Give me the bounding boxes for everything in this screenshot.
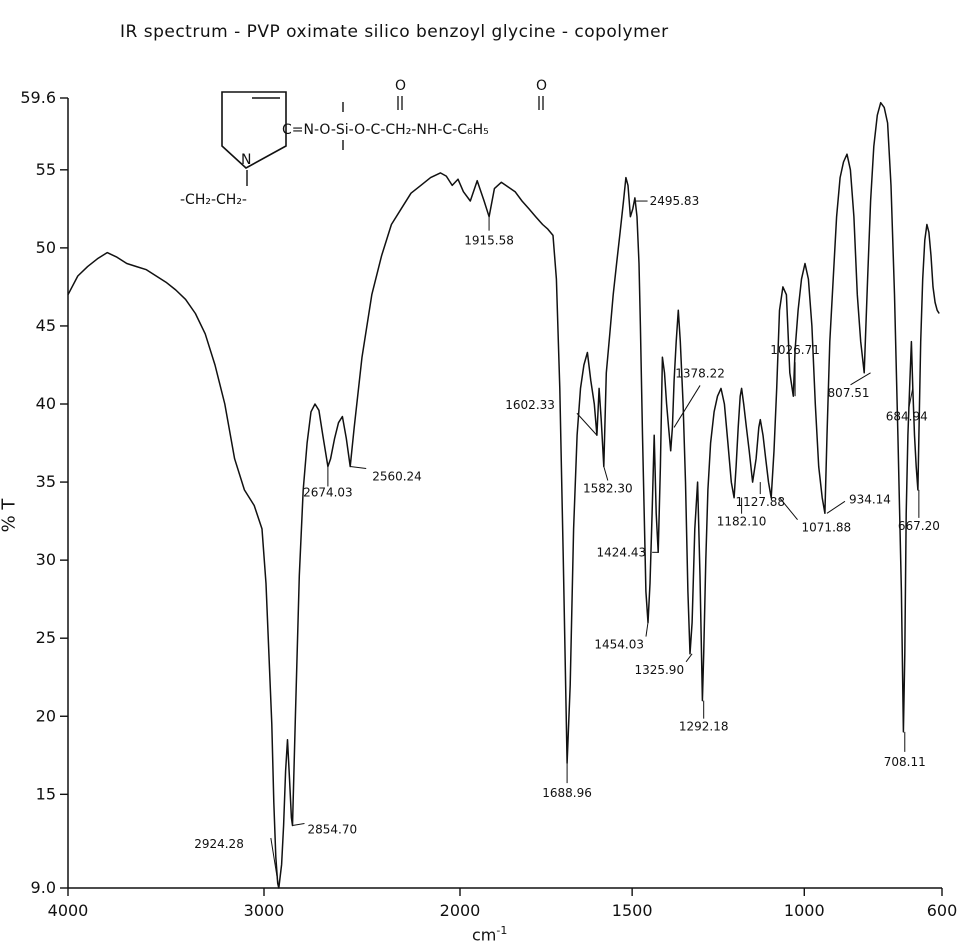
x-tick-label-5: 600 — [927, 901, 958, 920]
carbonyl-oxygen-1: O — [395, 78, 406, 94]
y-tick-label-7: 45 — [36, 316, 56, 335]
y-tick-label-0: 9.0 — [31, 878, 56, 897]
peak-leader-12 — [685, 653, 693, 663]
peak-leader-6 — [576, 412, 598, 436]
x-axis-label-exponent: -1 — [496, 924, 508, 937]
peak-label-20: 684.94 — [886, 409, 928, 423]
pyrrolidone-ring — [221, 91, 287, 169]
axis-ticks: 4000 3000 2000 1500 1000 600 9.0 15 20 25 30 35 40 45… — [20, 88, 957, 920]
chemical-structure: C=N-O-Si-O-C-CH₂-NH-C-C₆H₅ N -CH₂-CH₂- O… — [180, 78, 547, 208]
peak-label-2: 2674.03 — [303, 485, 353, 499]
peak-leader-20 — [908, 388, 914, 409]
y-tick-label-10: 59.6 — [20, 88, 56, 107]
peak-leader-18 — [826, 500, 846, 514]
peak-label-14: 1182.10 — [717, 515, 767, 529]
peak-label-5: 1688.96 — [542, 786, 592, 800]
x-axis-label: cm-1 — [472, 924, 507, 944]
chart-title: IR spectrum - PVP oximate silico benzoyl… — [120, 22, 669, 42]
spectrum-line — [67, 101, 940, 889]
carbonyl-oxygen-2: O — [536, 78, 547, 94]
spectrum-series — [67, 101, 940, 889]
peak-leader-9 — [673, 385, 701, 428]
y-tick-label-6: 40 — [36, 394, 56, 413]
peak-leader-16 — [779, 497, 798, 521]
peak-label-12: 1325.90 — [634, 663, 684, 677]
y-tick-label-4: 30 — [36, 550, 56, 569]
peak-label-0: 2924.28 — [194, 837, 244, 851]
peak-label-6: 1602.33 — [505, 398, 555, 412]
peak-label-8: 2495.83 — [650, 194, 700, 208]
peak-label-4: 1915.58 — [464, 234, 514, 248]
structure-main-chain: C=N-O-Si-O-C-CH₂-NH-C-C₆H₅ — [282, 122, 489, 138]
peak-label-17: 1026.71 — [770, 343, 820, 357]
peak-label-22: 708.11 — [884, 755, 926, 769]
y-tick-label-2: 20 — [36, 706, 56, 725]
peak-label-10: 1454.03 — [594, 638, 644, 652]
peak-label-1: 2854.70 — [307, 823, 357, 837]
peak-label-13: 1292.18 — [679, 720, 729, 734]
peak-leader-0 — [270, 837, 280, 889]
peak-leader-10 — [645, 622, 649, 637]
peak-label-16: 1071.88 — [802, 521, 852, 535]
peak-label-21: 667.20 — [898, 519, 940, 533]
peak-leader-3 — [350, 465, 367, 469]
peak-leader-7 — [603, 466, 609, 481]
peak-label-15: 1127.88 — [735, 495, 785, 509]
y-tick-label-8: 50 — [36, 238, 56, 257]
y-tick-label-3: 25 — [36, 628, 56, 647]
peak-label-18: 934.14 — [849, 492, 891, 506]
peak-label-3: 2560.24 — [372, 469, 422, 483]
structure-ring-n: N — [241, 152, 251, 168]
x-tick-label-2: 2000 — [440, 901, 481, 920]
x-tick-label-4: 1000 — [784, 901, 825, 920]
x-tick-label-3: 1500 — [612, 901, 653, 920]
x-tick-label-0: 4000 — [48, 901, 89, 920]
peak-annotations: 2924.28 2854.70 2674.03 2560.24 1915.58 1688.… — [194, 194, 940, 889]
x-axis-label-unit: cm — [472, 925, 497, 945]
peak-leader-19 — [850, 372, 871, 386]
peak-label-11: 1424.43 — [597, 545, 647, 559]
peak-leader-1 — [292, 823, 305, 827]
structure-backbone: -CH₂-CH₂- — [180, 192, 247, 208]
y-tick-label-1: 15 — [36, 784, 56, 803]
peak-label-7: 1582.30 — [583, 481, 633, 495]
y-tick-label-9: 55 — [36, 160, 56, 179]
peak-label-19: 807.51 — [828, 386, 870, 400]
x-tick-label-1: 3000 — [244, 901, 285, 920]
peak-label-9: 1378.22 — [675, 366, 725, 380]
y-tick-label-5: 35 — [36, 472, 56, 491]
